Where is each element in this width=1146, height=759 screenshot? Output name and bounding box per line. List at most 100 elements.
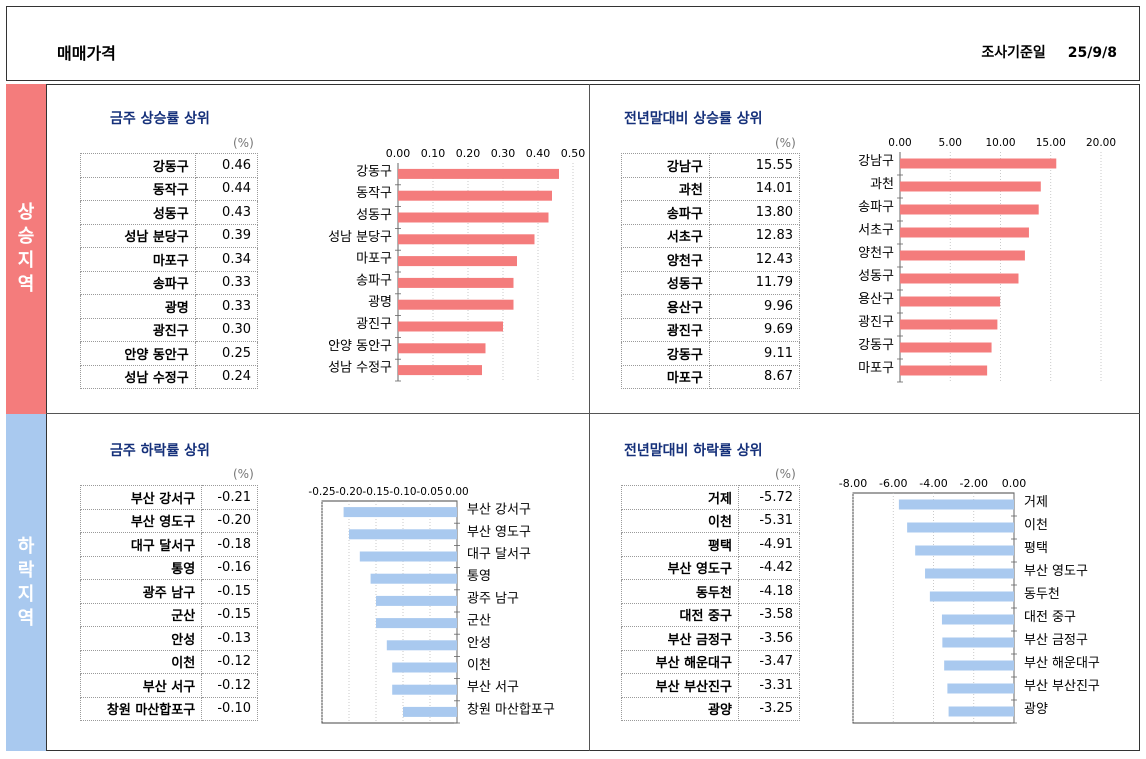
- category-label: 성남 분당구: [328, 230, 392, 245]
- bar: [392, 662, 457, 673]
- category-label: 부산 부산진구: [1024, 679, 1100, 694]
- change-value: 9.11: [708, 341, 801, 366]
- category-label: 부산 영도구: [1024, 564, 1088, 579]
- region-name: 마포구: [621, 364, 710, 389]
- category-label: 마포구: [858, 361, 894, 376]
- category-label: 평택: [1024, 541, 1048, 556]
- table-row: 부산 강서구 -0.21: [79, 485, 258, 510]
- change-value: 0.44: [194, 176, 259, 201]
- change-value: -3.58: [737, 602, 801, 627]
- category-label: 마포구: [356, 252, 392, 267]
- region-name: 동작구: [80, 176, 196, 201]
- change-value: 0.33: [194, 270, 259, 295]
- table-row: 광진구 0.30: [80, 317, 259, 342]
- vertical-divider: [589, 84, 590, 751]
- table-row: 송파구 0.33: [80, 270, 259, 295]
- category-label: 이천: [1024, 518, 1048, 533]
- survey-date-label: 조사기준일: [981, 45, 1046, 61]
- change-value: 9.96: [708, 294, 801, 319]
- region-name: 부산 영도구: [79, 508, 203, 533]
- unit-label: (%): [775, 467, 796, 481]
- bar: [398, 277, 514, 288]
- bar: [359, 551, 457, 562]
- table-row: 동작구 0.44: [80, 176, 259, 201]
- region-name: 동두천: [621, 579, 739, 604]
- region-name: 안양 동안구: [80, 341, 196, 366]
- table-row: 부산 해운대구 -3.47: [621, 649, 801, 674]
- table-row: 거제 -5.72: [621, 485, 801, 510]
- region-name: 부산 서구: [79, 673, 203, 698]
- change-value: -0.15: [201, 579, 258, 604]
- bar: [900, 296, 1001, 307]
- side-label-char: 락: [17, 559, 35, 581]
- table-row: 광진구 9.69: [621, 317, 801, 342]
- region-name: 광양: [621, 696, 739, 721]
- table-row: 마포구 0.34: [80, 247, 259, 272]
- change-value: -0.18: [201, 532, 258, 557]
- table-row: 평택 -4.91: [621, 532, 801, 557]
- table-row: 부산 영도구 -4.42: [621, 555, 801, 580]
- region-name: 강남구: [621, 153, 710, 178]
- bar: [370, 573, 457, 584]
- x-tick-label: 15.00: [1036, 137, 1066, 149]
- region-name: 부산 해운대구: [621, 649, 739, 674]
- x-tick-label: 10.00: [985, 137, 1015, 149]
- table-row: 강동구 9.11: [621, 341, 801, 366]
- bar: [376, 618, 457, 629]
- change-value: -4.91: [737, 532, 801, 557]
- side-label-char: 역: [17, 607, 35, 629]
- bar: [900, 204, 1039, 215]
- change-value: 14.01: [708, 176, 801, 201]
- category-label: 성동구: [356, 208, 392, 223]
- x-tick-label: 0.00: [386, 147, 411, 160]
- category-label: 성동구: [858, 269, 894, 284]
- horizontal-divider: [46, 413, 1140, 414]
- unit-label: (%): [775, 136, 796, 150]
- x-tick-label: -0.15: [362, 486, 389, 498]
- category-label: 광진구: [858, 315, 894, 330]
- x-tick-label: 0.40: [526, 147, 551, 160]
- region-name: 부산 영도구: [621, 555, 739, 580]
- table-row: 강동구 0.46: [80, 153, 259, 178]
- table-row: 성동구 0.43: [80, 200, 259, 225]
- change-value: -3.25: [737, 696, 801, 721]
- category-label: 광진구: [356, 317, 392, 332]
- region-name: 마포구: [80, 247, 196, 272]
- region-name: 광진구: [80, 317, 196, 342]
- bar: [398, 321, 503, 332]
- region-name: 대구 달서구: [79, 532, 203, 557]
- region-name: 거제: [621, 485, 739, 510]
- region-name: 성남 수정구: [80, 364, 196, 389]
- table-row: 용산구 9.96: [621, 294, 801, 319]
- panel-title: 금주 상승률 상위: [110, 111, 210, 127]
- category-label: 부산 강서구: [467, 503, 531, 518]
- change-value: 13.80: [708, 200, 801, 225]
- side-label-char: 역: [17, 274, 35, 295]
- change-value: 12.83: [708, 223, 801, 248]
- region-name: 광명: [80, 294, 196, 319]
- bar: [392, 684, 457, 695]
- table-row: 대구 달서구 -0.18: [79, 532, 258, 557]
- bar: [386, 640, 457, 651]
- region-name: 성동구: [621, 270, 710, 295]
- change-value: 11.79: [708, 270, 801, 295]
- x-tick-label: 0.20: [456, 147, 481, 160]
- x-tick-label: 20.00: [1086, 137, 1116, 149]
- x-tick-label: 0.50: [561, 147, 586, 160]
- change-value: 0.30: [194, 317, 259, 342]
- table-row: 안성 -0.13: [79, 626, 258, 651]
- category-label: 부산 서구: [467, 680, 519, 695]
- region-name: 성동구: [80, 200, 196, 225]
- change-value: -3.56: [737, 626, 801, 651]
- category-label: 광명: [368, 295, 392, 310]
- table-row: 군산 -0.15: [79, 602, 258, 627]
- x-tick-label: 0.00: [888, 137, 911, 149]
- bar: [398, 365, 482, 376]
- table-row: 대전 중구 -3.58: [621, 602, 801, 627]
- ranking-table: 강동구 0.46 동작구 0.44 성동구 0.43 성남 분당구 0.39 마포구 0.34 송파…: [80, 153, 259, 389]
- category-label: 양천구: [858, 246, 894, 261]
- change-value: 0.34: [194, 247, 259, 272]
- bar: [398, 168, 559, 179]
